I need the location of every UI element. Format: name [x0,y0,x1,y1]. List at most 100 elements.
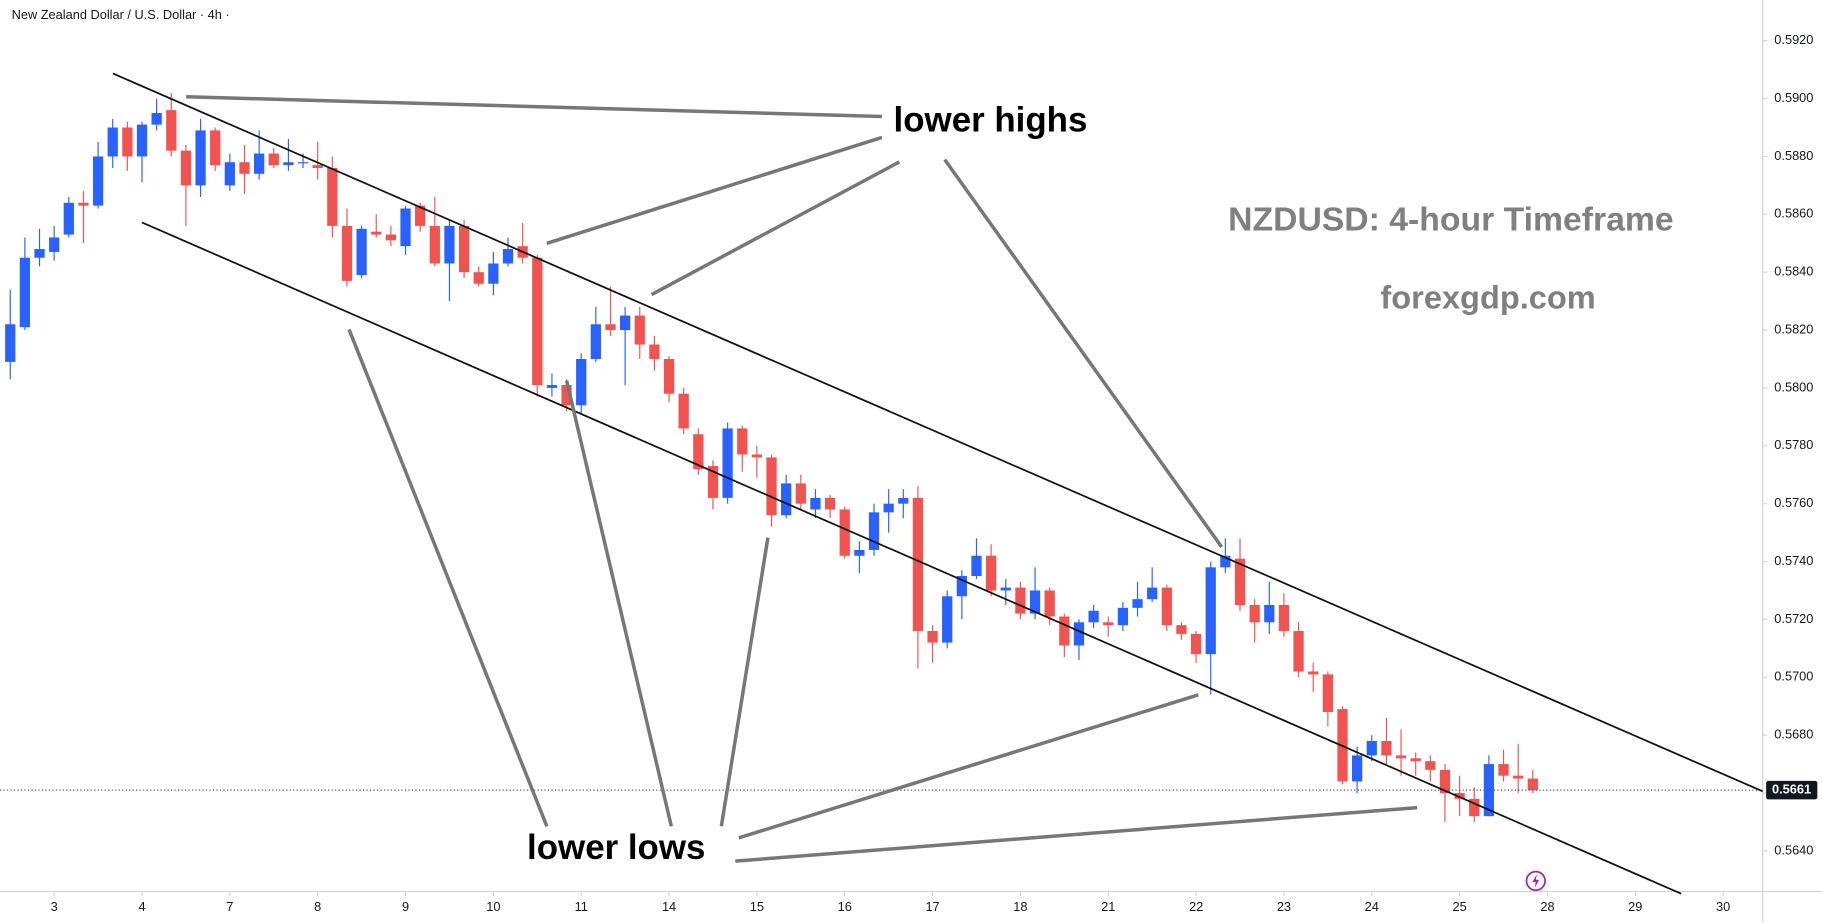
x-tick-label: 16 [838,899,852,914]
candle-body [663,358,675,394]
y-tick-label: 0.5820 [1774,321,1813,336]
x-tick-label: 25 [1453,899,1467,914]
annotation: NZDUSD: 4-hour Timeframe [1228,201,1673,239]
candle-body [781,483,792,516]
y-tick-label: 0.5840 [1774,264,1813,279]
alert-icon[interactable] [1525,870,1546,892]
candle-body [898,497,909,504]
candle-body [576,358,587,406]
y-tick-label: 0.5860 [1774,206,1813,221]
candle-body [1278,604,1290,631]
candle-body [444,225,455,264]
candle-body [1308,671,1319,675]
candle-body [136,124,148,157]
y-tick-label: 0.5740 [1774,553,1813,568]
annotation: forexgdp.com [1380,280,1595,316]
candle-body [1205,567,1216,655]
candle-body [195,130,206,186]
candle-body [1015,587,1026,614]
candle-body [1190,633,1202,655]
candle-body [1161,587,1172,626]
candle-body [590,324,601,359]
y-tick-label: 0.5880 [1774,148,1813,163]
candle-body [34,249,45,258]
last-price-box [1766,780,1818,800]
y-tick-label: 0.5920 [1774,32,1813,47]
x-tick-label: 17 [925,899,939,914]
candle-body [502,249,514,264]
candle-body [5,324,16,362]
x-tick-label: 10 [486,899,500,914]
pointer-line [564,380,674,827]
candle-body [883,503,894,513]
y-tick-label: 0.5700 [1774,669,1813,684]
x-tick-label: 7 [226,899,233,914]
candle-body [737,428,748,455]
candle-body [1059,616,1070,646]
candle-body [722,428,733,498]
candle-body [122,127,133,157]
candle-body [795,483,806,504]
candle-body [532,257,543,386]
pointer-line [943,158,1224,549]
y-tick-label: 0.5720 [1774,611,1813,626]
candle-body [824,497,836,510]
candle-body [868,512,880,550]
candle-body [1117,607,1129,626]
candle-body [693,434,704,469]
candle-body [1088,610,1099,623]
annotation: lower lows [527,828,705,867]
x-tick-label: 29 [1628,899,1642,914]
alert-circle[interactable] [1525,870,1546,892]
candle-body [107,127,118,157]
candle-body [839,509,850,556]
x-tick-label: 15 [750,899,764,914]
x-tick-label: 21 [1101,899,1115,914]
candle-body [766,457,777,516]
candle-body [986,555,997,591]
upper-channel-line [112,72,1764,793]
candle-body [605,324,616,331]
candle-body [312,165,323,169]
pointer-line [738,693,1199,840]
candle-body [1103,622,1114,626]
alert-bolt[interactable] [1532,873,1540,888]
candle-body [473,272,484,284]
candle-body [63,202,74,235]
x-tick-label: 28 [1540,899,1554,914]
pointer-line [735,805,1418,863]
candle-body [371,231,382,235]
candle-body [210,130,221,166]
candle-body [1132,599,1143,608]
candle-body [1073,622,1085,646]
candle-body [751,454,763,458]
candle-body [1029,590,1041,614]
candle-body [1498,764,1509,776]
candle-body [1000,587,1011,591]
x-tick-label: 24 [1365,899,1379,914]
candle-body [561,385,572,406]
candle-body [488,263,499,284]
candle-body [92,156,104,206]
candle-body [1425,761,1436,770]
candle-body [327,168,338,226]
y-tick-label: 0.5760 [1774,495,1813,510]
candle-body [1527,778,1538,791]
candle-body [1044,590,1055,617]
pointer-line [186,95,882,119]
candle-body [1410,758,1421,762]
x-tick-label: 11 [575,899,588,914]
candle-body [1513,775,1524,779]
candle-body [1395,755,1407,759]
x-tick-label: 22 [1189,899,1203,914]
x-tick-label: 23 [1277,899,1291,914]
candle-body [180,150,192,186]
candle-body [1293,630,1304,672]
candle-body [1469,798,1480,817]
candle-body [1249,604,1260,623]
candle-body [239,162,250,174]
candle-body [927,630,938,643]
candle-body [166,110,177,151]
chart-title: New Zealand Dollar / U.S. Dollar · 4h · [12,7,230,22]
